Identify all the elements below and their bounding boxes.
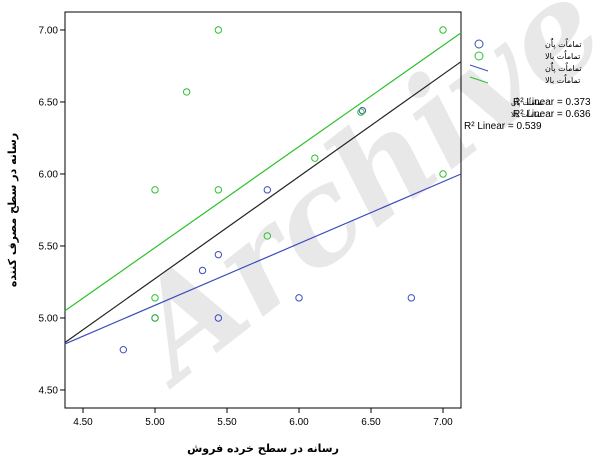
legend-marker-0 <box>474 39 484 49</box>
point-s0-0 <box>119 345 128 354</box>
point-s0-5 <box>263 186 272 194</box>
x-tick-label: 4.50 <box>73 417 93 428</box>
r2-label-2: R² Linear = 0.539 <box>464 121 542 132</box>
point-s0-8 <box>407 294 416 302</box>
plot-area <box>64 11 462 409</box>
point-s1-2 <box>151 314 159 322</box>
point-s0-6 <box>295 294 303 302</box>
r2-label-0: R² Linear = 0.373 <box>513 97 591 108</box>
point-s1-9 <box>439 26 447 34</box>
legend-fit-label-1: تماماٌت بالا <box>545 74 580 85</box>
point-s1-4 <box>214 26 223 34</box>
fit-lines <box>64 32 462 345</box>
point-s1-3 <box>182 88 191 96</box>
point-s0-2 <box>198 266 207 275</box>
y-tick-label: 6.50 <box>39 98 59 109</box>
x-tick-label: 6.00 <box>289 417 309 428</box>
legend-fit-label-0: تماماٌت پاٌٌن <box>545 62 582 73</box>
r2-label-1: R² Linear = 0.636 <box>513 109 591 120</box>
y-tick-label: 5.50 <box>39 242 59 253</box>
legend-label-1: تماماٌت بالا <box>545 50 580 61</box>
point-s0-7 <box>358 106 367 115</box>
point-s1-8 <box>357 108 365 116</box>
fit-line-2 <box>64 61 462 343</box>
x-axis-label: رسانه در سطح خرده فروش <box>187 442 339 455</box>
y-axis: 4.50 5.00 5.50 6.00 6.50 7.00 <box>39 26 65 397</box>
point-s1-6 <box>263 232 272 240</box>
legend-fit-line-1 <box>469 76 489 84</box>
x-tick-label: 6.50 <box>361 417 381 428</box>
y-tick-label: 7.00 <box>39 26 59 37</box>
x-axis: 4.50 5.00 5.50 6.00 6.50 7.00 <box>73 408 453 428</box>
point-s1-10 <box>439 170 447 178</box>
y-tick-label: 4.50 <box>39 386 59 397</box>
r2-prefix-0: تماماٌت پاٌٌن <box>511 96 543 107</box>
fit-line-1 <box>64 32 462 312</box>
r2-prefix-1: تماماٌت بالا <box>511 108 542 119</box>
point-s1-0 <box>151 186 159 194</box>
watermark: Archive <box>94 0 602 415</box>
legend-label-0: تماماٌت پاٌٌن <box>545 38 582 49</box>
fit-line-0 <box>64 173 462 345</box>
legend-marker-1 <box>474 51 484 61</box>
x-tick-label: 7.00 <box>433 417 453 428</box>
point-s0-4 <box>214 314 223 322</box>
point-s0-3 <box>214 250 223 259</box>
point-s1-5 <box>214 186 223 194</box>
y-tick-label: 6.00 <box>39 170 59 181</box>
data-points <box>119 26 447 354</box>
y-tick-label: 5.00 <box>39 314 59 325</box>
point-s1-7 <box>311 154 319 162</box>
point-s1-1 <box>151 294 159 302</box>
legend-fit-line-0 <box>469 64 489 72</box>
y-axis-label: رسانه در سطح مصرف کننده <box>6 133 19 287</box>
x-tick-label: 5.50 <box>217 417 237 428</box>
x-tick-label: 5.00 <box>145 417 165 428</box>
